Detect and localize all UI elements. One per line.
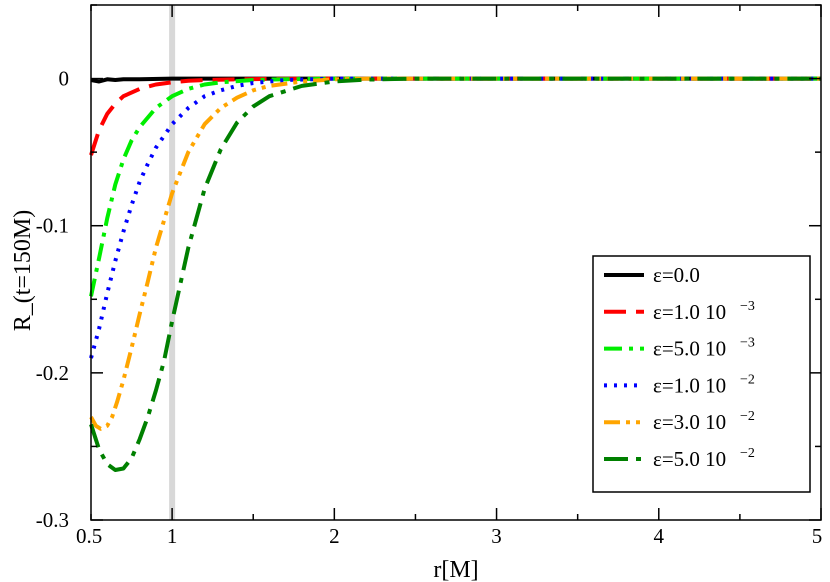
x-tick-label-3: 3	[491, 524, 502, 548]
legend-label-5: ε=5.0 10	[653, 447, 726, 471]
legend-label-4: ε=3.0 10	[653, 410, 726, 434]
x-tick-label-4: 4	[654, 524, 665, 548]
x-tick-label-2: 2	[329, 524, 340, 548]
series-line-5	[89, 76, 821, 472]
y-tick-label-3: -0.3	[36, 508, 69, 532]
legend-exponent-3: −2	[740, 372, 755, 387]
legend-exponent-2: −3	[740, 336, 755, 351]
legend-label-0: ε=0.0	[653, 263, 700, 287]
x-tick-label-0: 0.5	[76, 524, 102, 548]
legend-label-1: ε=1.0 10	[653, 300, 726, 324]
series-line-4	[89, 76, 821, 431]
legend: ε=0.0 ε=1.0 10 −3 ε=5.0 10 −3 ε=1.0 10 −2 ε=3.0…	[592, 255, 811, 493]
x-tick-label-1: 1	[167, 524, 178, 548]
y-tick-label-1: -0.1	[36, 214, 69, 238]
vertical-marker-line	[169, 5, 176, 520]
plot-frame	[90, 4, 822, 521]
legend-exponent-5: −2	[740, 446, 755, 461]
y-tick-label-0: 0	[59, 67, 70, 91]
legend-box	[592, 255, 811, 493]
y-axis-title: R_(t=150M)	[10, 210, 36, 332]
legend-exponent-1: −3	[740, 299, 755, 314]
plot-area	[89, 5, 821, 520]
x-tick-label-5: 5	[812, 524, 823, 548]
axes: 0.5 1 2 3 4 5 0 -0.1 -0.2 -0.3 r[M] R_(t=150M)	[10, 4, 823, 582]
y-tick-label-2: -0.2	[36, 361, 69, 385]
legend-exponent-4: −2	[740, 409, 755, 424]
legend-label-2: ε=5.0 10	[653, 337, 726, 361]
x-axis-title: r[M]	[433, 557, 478, 582]
legend-label-3: ε=1.0 10	[653, 373, 726, 397]
series-line-1	[89, 76, 821, 156]
series-line-3	[89, 76, 821, 359]
